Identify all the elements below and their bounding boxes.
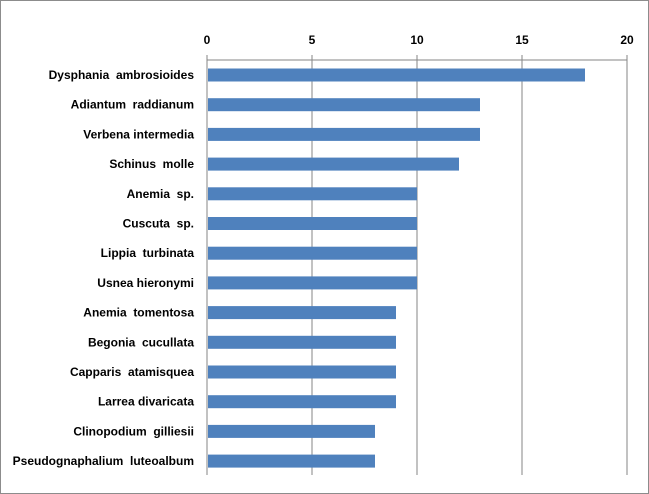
category-label: Pseudognaphalium luteoalbum xyxy=(13,454,194,468)
category-label: Begonia cucullata xyxy=(88,335,194,349)
bars xyxy=(208,68,585,468)
category-label: Clinopodium gilliesii xyxy=(73,424,194,438)
bar xyxy=(208,306,396,320)
bar xyxy=(208,365,396,379)
bar xyxy=(208,276,417,290)
x-axis-ticks: 0 5 10 15 20 xyxy=(204,33,634,47)
category-label: Dysphania ambrosioides xyxy=(49,68,195,82)
category-label: Cuscuta sp. xyxy=(123,217,194,231)
bar xyxy=(208,127,480,141)
x-tick-label: 20 xyxy=(620,33,634,47)
category-label: Lippia turbinata xyxy=(101,246,195,260)
x-tick-label: 0 xyxy=(204,33,211,47)
category-labels: Dysphania ambrosioides Adiantum raddianum… xyxy=(13,68,195,468)
bar xyxy=(208,68,585,82)
x-tick-label: 5 xyxy=(309,33,316,47)
bar xyxy=(208,157,459,171)
category-label: Anemia tomentosa xyxy=(83,306,194,320)
bar xyxy=(208,187,417,201)
category-label: Verbena intermedia xyxy=(83,127,194,141)
category-label: Larrea divaricata xyxy=(98,395,194,409)
bar xyxy=(208,98,480,112)
category-label: Schinus molle xyxy=(109,157,194,171)
category-label: Usnea hieronymi xyxy=(97,276,194,290)
bar xyxy=(208,395,396,409)
gridlines xyxy=(206,55,628,475)
bar xyxy=(208,217,417,230)
x-tick-label: 15 xyxy=(515,33,529,47)
x-tick-label: 10 xyxy=(410,33,424,47)
category-label: Anemia sp. xyxy=(127,187,194,201)
category-label: Capparis atamisquea xyxy=(70,365,194,379)
category-label: Adiantum raddianum xyxy=(71,98,194,112)
bar xyxy=(208,335,396,349)
bar xyxy=(208,424,375,438)
bar xyxy=(208,454,375,468)
bar xyxy=(208,246,417,260)
